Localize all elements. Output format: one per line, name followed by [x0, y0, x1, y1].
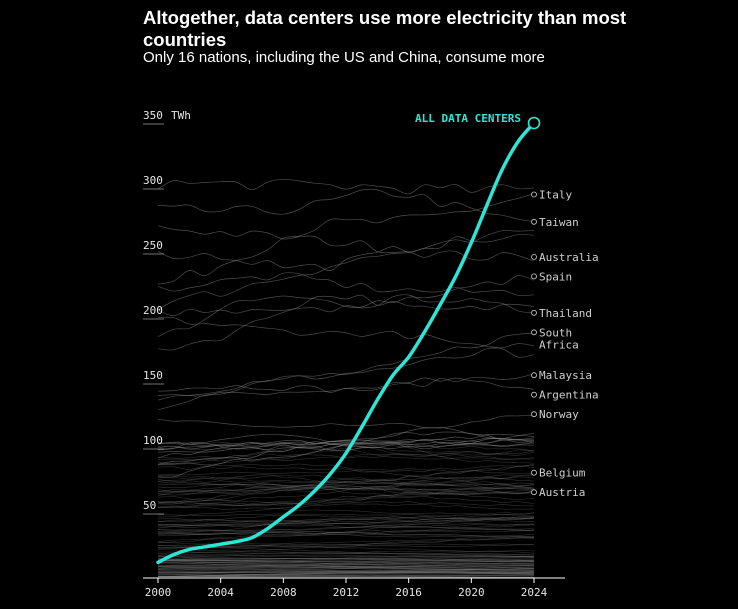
country-label: Thailand: [539, 307, 592, 320]
x-tick-label: 2004: [207, 586, 234, 599]
country-label: Malaysia: [539, 369, 592, 382]
all-data-centers-label: ALL DATA CENTERS: [415, 112, 521, 125]
country-end-marker: [531, 372, 537, 379]
country-end-marker: [531, 411, 537, 418]
country-label: Italy: [539, 189, 572, 202]
country-end-marker: [531, 469, 537, 476]
country-lines: [157, 178, 535, 578]
country-end-marker: [531, 191, 537, 198]
country-label: Argentina: [539, 389, 599, 402]
y-axis: 50 100 150 200 250 300 350 TWh: [143, 109, 191, 515]
chart-subtitle: Only 16 nations, including the US and Ch…: [143, 49, 545, 66]
y-tick-label: 350: [143, 109, 163, 122]
x-tick-label: 2012: [333, 586, 360, 599]
x-tick-label: 2024: [521, 586, 548, 599]
country-end-marker: [531, 309, 537, 316]
country-end-marker: [531, 329, 537, 336]
y-tick-label: 50: [143, 499, 156, 512]
highlight-series: ALL DATA CENTERS: [156, 112, 541, 565]
country-label: Norway: [539, 408, 579, 421]
country-end-marker: [531, 218, 537, 225]
y-tick-label: 200: [143, 304, 163, 317]
country-end-marker: [531, 273, 537, 280]
y-axis-unit: TWh: [171, 109, 191, 122]
country-labels: Italy Taiwan Australia Spain Thailand South Af…: [531, 189, 599, 499]
y-tick-label: 150: [143, 369, 163, 382]
y-tick-label: 100: [143, 434, 163, 447]
country-label: South Africa: [539, 326, 579, 351]
country-label: Australia: [539, 251, 599, 264]
country-label: Belgium: [539, 467, 586, 480]
country-label: Spain: [539, 270, 572, 283]
y-tick-label: 250: [143, 239, 163, 252]
country-end-marker: [531, 391, 537, 398]
x-axis: 2000 2004 2008 2012 2016 2020 2024: [143, 577, 565, 599]
country-end-marker: [531, 253, 537, 260]
x-tick-label: 2020: [458, 586, 485, 599]
x-tick-label: 2000: [145, 586, 172, 599]
all-data-centers-end-marker: [527, 116, 541, 130]
y-tick-label: 300: [143, 174, 163, 187]
chart-title: Altogether, data centers use more electr…: [143, 7, 627, 50]
x-tick-label: 2016: [395, 586, 422, 599]
country-label: Taiwan: [539, 216, 579, 229]
country-end-marker: [531, 489, 537, 496]
all-data-centers-line: [156, 121, 536, 565]
country-label: Austria: [539, 486, 585, 499]
x-tick-label: 2008: [270, 586, 297, 599]
